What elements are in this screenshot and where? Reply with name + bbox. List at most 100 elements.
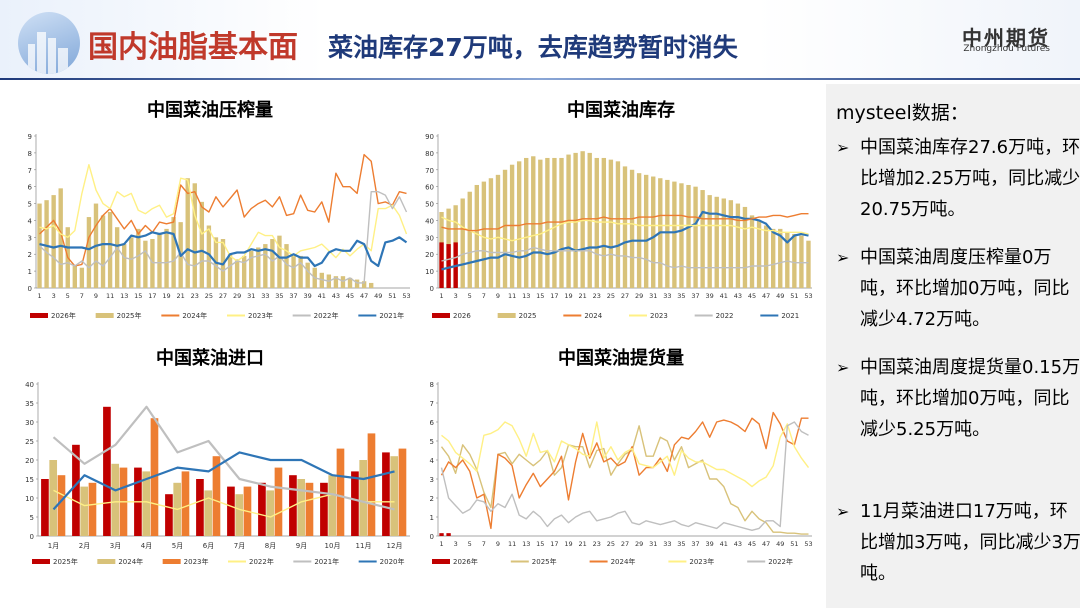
y-tick-label: 90: [425, 133, 434, 141]
y-tick-label: 0: [430, 285, 434, 293]
x-tick-label: 15: [536, 540, 544, 548]
x-tick-label: 35: [275, 292, 283, 300]
x-tick-label: 11: [106, 292, 114, 300]
legend-label: 2025年: [53, 557, 78, 566]
x-tick-label: 12月: [387, 542, 403, 550]
x-tick-label: 9: [496, 540, 500, 548]
legend-label: 2021年: [379, 311, 404, 320]
bar-2025年: [100, 215, 106, 288]
bar-2026年: [439, 533, 444, 536]
x-tick-label: 9月: [296, 542, 307, 550]
x-tick-label: 47: [762, 540, 770, 548]
x-tick-label: 1: [37, 292, 41, 300]
x-tick-label: 35: [677, 540, 685, 548]
bar-2025: [799, 235, 804, 288]
bar-2025: [460, 198, 465, 288]
y-tick-label: 8: [28, 150, 32, 158]
bar-2025年: [44, 200, 49, 288]
bar-2025年: [79, 267, 85, 288]
legend-label: 2023年: [689, 557, 714, 566]
bar-2025年: [196, 479, 204, 536]
bar-2025: [672, 181, 677, 288]
legend-label: 2022: [716, 312, 734, 320]
bar-2025: [629, 169, 635, 288]
delivery-chart-panel: 中国菜油提货量 0 1 2 3 4 5 6 7 8 1 3 5 7 9 11 13 15 17 19 21 23 25 27…: [420, 336, 822, 586]
x-tick-label: 37: [691, 540, 699, 548]
bar-2025年: [361, 281, 367, 288]
x-tick-label: 15: [536, 292, 544, 300]
y-tick-label: 8: [430, 381, 434, 389]
bar-2024年: [328, 475, 337, 536]
y-tick-label: 1: [430, 514, 434, 522]
legend-label: 2025: [519, 312, 537, 320]
bar-2025: [594, 157, 599, 288]
x-tick-label: 1: [439, 292, 443, 300]
x-tick-label: 7: [482, 540, 486, 548]
legend-label: 2023年: [248, 311, 273, 320]
x-tick-label: 11月: [356, 542, 372, 550]
bar-2025年: [150, 239, 155, 288]
brand-name: 中州期货: [962, 26, 1050, 50]
x-tick-label: 51: [790, 540, 798, 548]
bar-2025: [707, 195, 712, 288]
bar-2025年: [185, 178, 190, 288]
x-tick-label: 31: [247, 292, 255, 300]
bar-2025年: [199, 201, 205, 288]
bar-2023年: [181, 471, 190, 536]
bar-2025: [601, 157, 607, 288]
line-2021年: [52, 405, 395, 511]
y-tick-label: 3: [430, 476, 434, 484]
summary-bullet-text: 11月菜油进口17万吨，环比增加3万吨，同比减少3万吨。: [860, 501, 1080, 584]
legend-swatch: [432, 559, 450, 564]
y-tick-label: 3: [28, 234, 32, 242]
bar-2025年: [305, 262, 310, 288]
bar-2025: [545, 157, 550, 288]
x-tick-label: 19: [162, 292, 170, 300]
x-tick-label: 5: [468, 540, 472, 548]
legend-label: 2022年: [314, 311, 339, 320]
x-tick-label: 53: [804, 292, 812, 300]
x-tick-label: 19: [564, 540, 572, 548]
legend-label: 2024年: [182, 311, 207, 320]
bar-2025: [806, 240, 811, 288]
bar-2025: [714, 196, 719, 288]
x-tick-label: 11: [508, 540, 516, 548]
y-tick-label: 2: [28, 251, 32, 259]
y-tick-label: 40: [425, 217, 434, 225]
x-tick-label: 13: [120, 292, 128, 300]
bar-2025年: [107, 212, 113, 288]
legend-label: 2024年: [611, 557, 636, 566]
bar-2026: [439, 242, 444, 288]
legend-swatch: [162, 559, 181, 564]
bar-2025年: [227, 254, 233, 288]
x-tick-label: 7月: [234, 542, 245, 550]
bar-2025: [516, 161, 522, 288]
x-tick-label: 2月: [79, 542, 90, 550]
legend-swatch: [95, 313, 114, 318]
y-tick-label: 5: [28, 201, 32, 209]
bar-2024年: [204, 490, 213, 536]
x-tick-label: 41: [720, 540, 728, 548]
x-tick-label: 3: [454, 540, 458, 548]
y-tick-label: 25: [25, 438, 34, 446]
x-tick-label: 25: [607, 292, 615, 300]
bar-2025: [622, 166, 628, 288]
x-tick-label: 43: [734, 292, 742, 300]
y-tick-label: 2: [430, 495, 434, 503]
bar-2025年: [41, 479, 49, 536]
line-2025年: [440, 425, 809, 535]
x-tick-label: 45: [748, 540, 756, 548]
line-2022年: [39, 190, 408, 284]
legend-label: 2023: [650, 312, 668, 320]
legend-label: 2025年: [532, 557, 557, 566]
bar-2023年: [212, 456, 221, 536]
bar-2025年: [369, 282, 374, 288]
legend-label: 2020年: [380, 557, 405, 566]
bar-2025: [566, 154, 571, 288]
x-tick-label: 37: [289, 292, 297, 300]
y-tick-label: 0: [28, 285, 32, 293]
bar-2025: [693, 186, 698, 288]
x-tick-label: 13: [522, 540, 530, 548]
bar-2025: [778, 228, 783, 288]
crush-chart-panel: 中国菜油压榨量 0 1 2 3 4 5 6 7 8 9 1 3 5 7 9 11 13 15 17 19 21 23 25 2…: [0, 84, 420, 330]
